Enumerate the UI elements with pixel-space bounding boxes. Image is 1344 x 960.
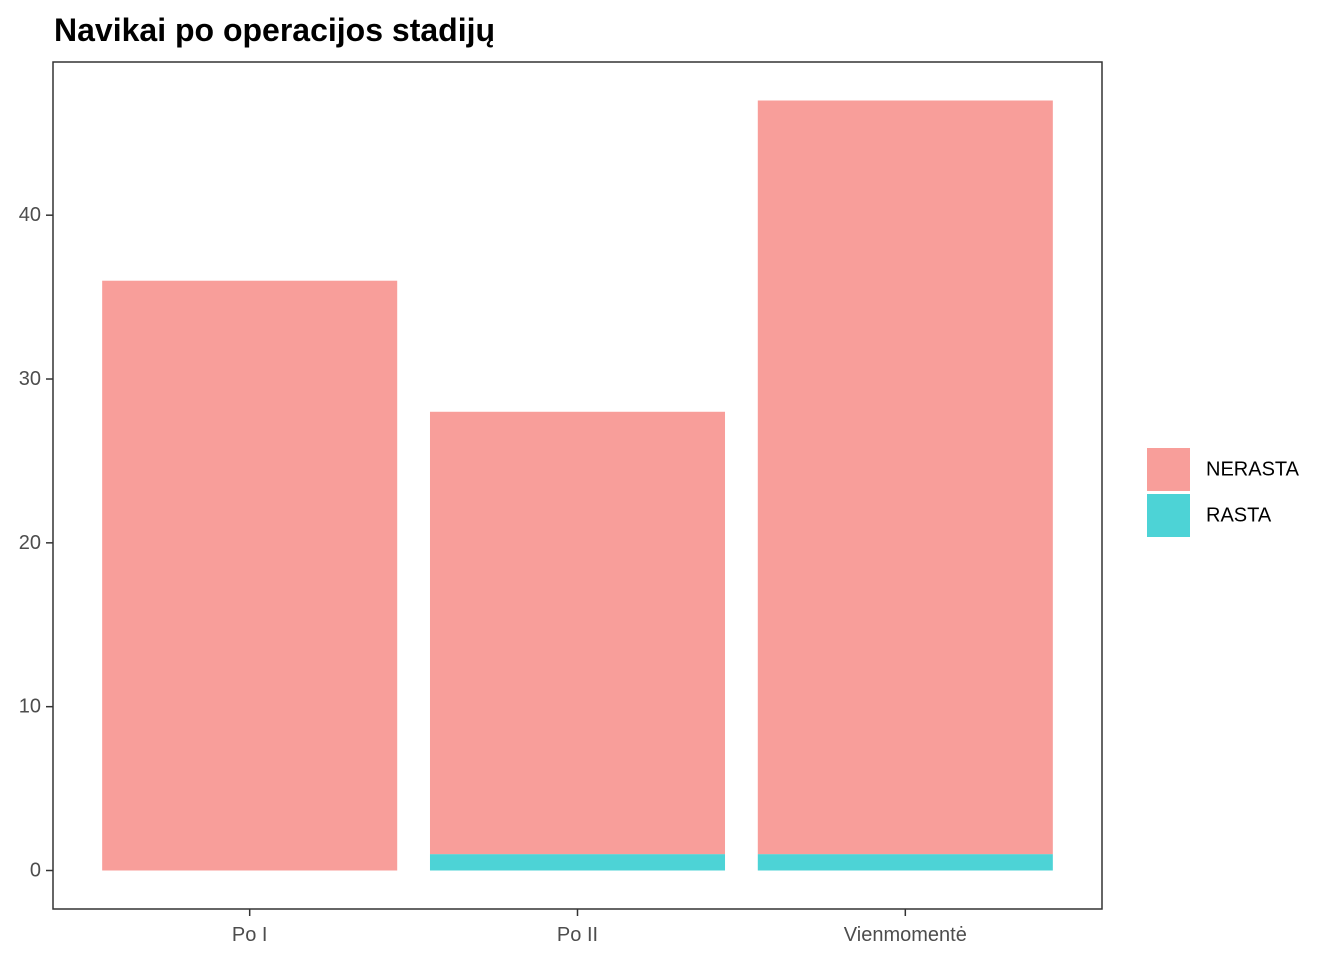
y-tick-label: 10: [19, 696, 41, 718]
bar-nerasta-po-i: [102, 280, 398, 871]
bars-layer: [102, 100, 1053, 871]
x-axis: Po I Po II Vienmomentė: [232, 909, 967, 946]
legend-key-nerasta: [1147, 448, 1190, 491]
legend-label-rasta: RASTA: [1206, 505, 1272, 527]
y-tick-label: 30: [19, 368, 41, 390]
legend-key-rasta: [1147, 494, 1190, 537]
legend-label-nerasta: NERASTA: [1206, 459, 1300, 481]
legend: NERASTA RASTA: [1147, 448, 1300, 537]
x-tick-label: Po I: [232, 924, 268, 946]
chart-title: Navikai po operacijos stadijų: [54, 12, 496, 48]
bar-rasta-po-ii: [429, 854, 726, 871]
y-axis: 0 10 20 30 40: [19, 204, 53, 882]
y-tick-label: 20: [19, 532, 41, 554]
x-tick-label: Po II: [557, 924, 598, 946]
bar-nerasta-po-ii: [429, 411, 726, 855]
bar-nerasta-vienmoment-: [757, 100, 1053, 855]
bar-rasta-vienmoment-: [757, 854, 1053, 871]
x-tick-label: Vienmomentė: [844, 924, 967, 946]
y-tick-label: 40: [19, 204, 41, 226]
y-tick-label: 0: [30, 860, 41, 882]
